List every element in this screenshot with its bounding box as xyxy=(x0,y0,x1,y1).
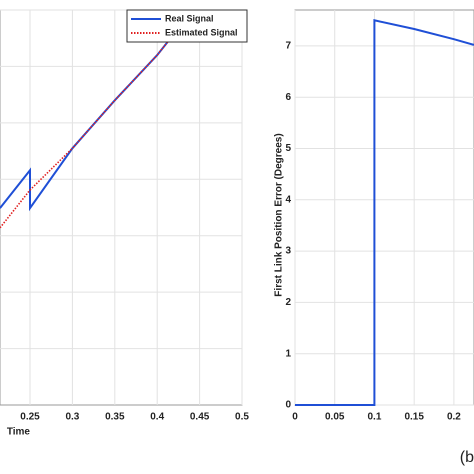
y-axis-label: First Link Position Error (Degrees) xyxy=(274,133,285,296)
y-tick-label: 7 xyxy=(285,41,291,52)
series-line xyxy=(0,11,192,212)
x-tick-label: 0.5 xyxy=(235,412,249,423)
x-tick-label: 0.1 xyxy=(367,412,381,423)
x-tick-label: 0.3 xyxy=(65,412,79,423)
legend-label: Estimated Signal xyxy=(165,27,238,37)
series-line xyxy=(295,19,474,406)
legend-label: Real Signal xyxy=(165,13,214,23)
legend-box xyxy=(126,9,248,43)
y-tick-label: 1 xyxy=(285,348,291,359)
y-tick-label: 6 xyxy=(285,92,291,103)
panel-label: (b xyxy=(460,449,474,466)
series-line xyxy=(0,11,192,229)
y-tick-label: 3 xyxy=(285,246,291,257)
plot-area xyxy=(294,9,474,406)
y-tick-label: 4 xyxy=(285,194,291,205)
x-tick-label: 0.45 xyxy=(190,412,210,423)
x-tick-label: 0 xyxy=(292,412,298,423)
x-tick-label: 0.05 xyxy=(325,412,345,423)
x-tick-label: 0.15 xyxy=(404,412,424,423)
x-axis-label: Time xyxy=(7,427,31,438)
x-tick-label: 0.4 xyxy=(150,412,164,423)
y-tick-label: 0 xyxy=(285,400,291,411)
y-tick-label: 2 xyxy=(285,297,291,308)
x-tick-label: 0.25 xyxy=(20,412,40,423)
x-tick-label: 0.35 xyxy=(105,412,125,423)
plot-area xyxy=(0,9,243,406)
x-tick-label: 0.2 xyxy=(447,412,461,423)
y-tick-label: 5 xyxy=(285,143,291,154)
